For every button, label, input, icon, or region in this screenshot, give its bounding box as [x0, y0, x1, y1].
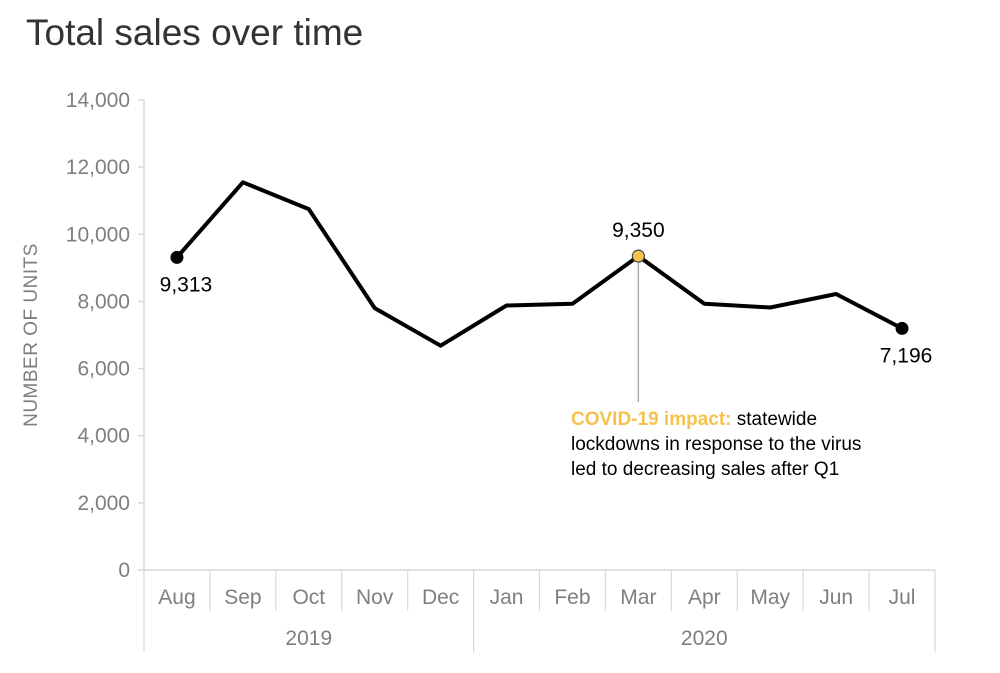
y-tick-label: 14,000	[66, 89, 130, 112]
annotation-heading: COVID-19 impact:	[571, 409, 737, 430]
series-line	[175, 180, 904, 348]
x-tick-label: Nov	[356, 586, 394, 609]
x-tick-label: Mar	[620, 586, 656, 609]
x-year-label: 2019	[285, 627, 332, 650]
data-label: 9,313	[160, 273, 213, 296]
x-year-label: 2020	[681, 627, 728, 650]
annotation-text-line-1: COVID-19 impact: statewide	[571, 409, 817, 430]
annotation-text-line-3: led to decreasing sales after Q1	[571, 459, 839, 480]
x-tick-label: Apr	[688, 586, 721, 609]
chart-title: Total sales over time	[26, 12, 364, 53]
x-tick-label: Aug	[158, 586, 195, 609]
data-point-marker	[895, 321, 909, 335]
x-tick-label: Oct	[292, 586, 325, 609]
data-label: 9,350	[612, 219, 665, 242]
y-tick-label: 8,000	[77, 290, 130, 313]
x-tick-label: Jun	[819, 586, 853, 609]
highlight-point-marker	[631, 249, 645, 263]
x-tick-label: May	[750, 586, 790, 609]
y-tick-label: 2,000	[77, 492, 130, 515]
data-label: 7,196	[880, 344, 933, 367]
annotation-body: statewide	[737, 409, 817, 430]
y-tick-label: 12,000	[66, 156, 130, 179]
y-tick-label: 6,000	[77, 358, 130, 381]
data-point-marker	[170, 250, 184, 264]
y-tick-label: 10,000	[66, 223, 130, 246]
y-tick-label: 0	[118, 559, 130, 582]
x-tick-label: Dec	[422, 586, 459, 609]
x-tick-label: Sep	[224, 586, 261, 609]
x-tick-label: Jan	[490, 586, 524, 609]
annotation-text-line-2: lockdowns in response to the virus	[571, 434, 861, 455]
x-tick-label: Jul	[889, 586, 916, 609]
x-tick-label: Feb	[554, 586, 590, 609]
y-tick-label: 4,000	[77, 425, 130, 448]
y-axis-title: NUMBER OF UNITS	[21, 243, 42, 427]
